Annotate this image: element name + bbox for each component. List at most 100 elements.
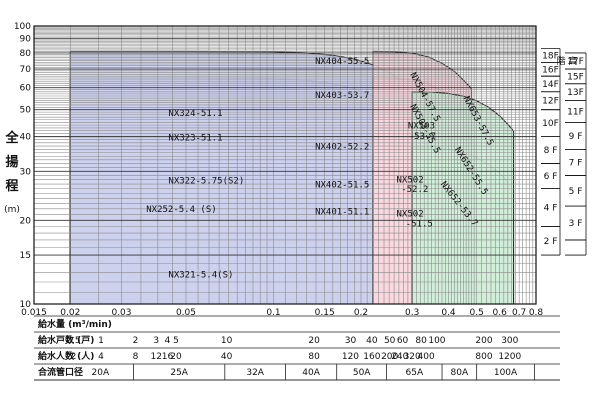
x-tick-label: 0.8	[529, 308, 544, 318]
y-axis-label: (m)	[4, 205, 20, 215]
x-tick-label: 0.03	[111, 308, 131, 318]
x-tick-label: 0.02	[60, 308, 80, 318]
floor-label: 7 F	[569, 158, 583, 168]
table-cell: 4	[165, 336, 171, 346]
table-cell: 400	[418, 352, 435, 362]
table-cell: 200	[475, 336, 492, 346]
y-tick-label: 70	[20, 65, 32, 75]
table-cell: 80	[308, 352, 320, 362]
table-cell: 16	[162, 352, 174, 362]
x-tick-label: 0.015	[21, 308, 47, 318]
table-cell: 20	[170, 352, 182, 362]
x-tick-label: 0.3	[405, 308, 419, 318]
model-label: NX252-5.4 (S)	[146, 205, 216, 215]
table-cell: 40	[366, 336, 378, 346]
table-cell: 4	[98, 352, 104, 362]
table-cell: 0.5	[66, 336, 80, 346]
pipe-size-label: 32A	[246, 368, 264, 378]
table-cell: 5	[173, 336, 179, 346]
table-cell: 20	[308, 336, 320, 346]
table-cell: 1200	[498, 352, 521, 362]
model-label: NX322-5.75(S2)	[168, 177, 244, 187]
model-label: NX502	[397, 176, 424, 186]
table-cell: 2	[133, 336, 139, 346]
table-cell: 60	[397, 336, 409, 346]
table-cell: 240	[391, 352, 408, 362]
model-label: NX404-55.5	[315, 57, 369, 67]
x-tick-label: 0.05	[176, 308, 196, 318]
table-cell: 1	[98, 336, 104, 346]
pipe-size-label: 80A	[451, 368, 469, 378]
y-axis-label: 全	[4, 130, 19, 146]
pipe-size-label: 25A	[170, 368, 188, 378]
x-tick-label: 0.7	[512, 308, 526, 318]
floor-label: 4 F	[544, 204, 558, 214]
table-cell: 12	[151, 352, 162, 362]
model-label: NX502	[397, 210, 424, 220]
pipe-size-label: 50A	[353, 368, 371, 378]
x-tick-label: 0.5	[470, 308, 484, 318]
y-tick-label: 100	[14, 22, 31, 32]
model-label: NX503	[408, 121, 435, 131]
table-cell: 120	[342, 352, 359, 362]
floor-label: 10F	[542, 119, 559, 129]
plot-frame	[33, 25, 537, 305]
y-axis-label: 程	[5, 179, 18, 194]
floor-label: 15F	[567, 72, 584, 82]
model-label: -53.7	[409, 132, 436, 142]
table-row-label: 合流管口径	[38, 366, 83, 378]
table-cell: 320	[404, 352, 421, 362]
table-row-label: 給水戸数 (戸)	[38, 334, 94, 346]
table-cell: 10	[221, 336, 233, 346]
floor-label: 8 F	[544, 146, 558, 156]
model-label: -52.2	[401, 185, 428, 195]
table-cell: 200	[381, 352, 398, 362]
floor-label: 5 F	[569, 187, 583, 197]
x-tick-label: 0.1	[266, 308, 280, 318]
floor-label: 14F	[542, 80, 559, 90]
x-tick-label: 0.4	[441, 308, 456, 318]
y-tick-label: 80	[20, 49, 32, 59]
table-cell: 50	[384, 336, 396, 346]
y-tick-label: 15	[20, 251, 31, 261]
x-tick-label: 0.6	[493, 308, 508, 318]
table-cell: 100	[428, 336, 445, 346]
y-tick-label: 40	[20, 133, 32, 143]
y-tick-label: 60	[20, 84, 32, 94]
table-cell: 40	[221, 352, 233, 362]
floor-label: 13F	[567, 88, 584, 98]
table-cell: 8	[133, 352, 139, 362]
floor-label: 12F	[542, 97, 559, 107]
table-cell: 300	[501, 336, 518, 346]
table-cell: 2	[71, 352, 77, 362]
floor-label: 6 F	[544, 172, 558, 182]
x-tick-label: 0.15	[315, 308, 335, 318]
model-label: -51.5	[406, 220, 433, 230]
floor-label: 16F	[542, 65, 559, 75]
table-cell: 30	[345, 336, 357, 346]
floor-label: 2 F	[544, 237, 558, 247]
floor-label: 17F	[567, 57, 584, 67]
floor-label: 11F	[567, 107, 584, 117]
model-label: NX402-52.2	[315, 142, 369, 152]
table-row-label: 給水量 (m³/min)	[38, 318, 112, 330]
model-label: NX403-53.7	[315, 91, 369, 101]
y-tick-label: 10	[20, 300, 32, 310]
y-tick-label: 30	[20, 167, 32, 177]
supply-table: 給水量 (m³/min)給水戸数 (戸)0.5 1 2 3 4 5 10 20 30 40 50 60…	[34, 315, 560, 381]
model-label: NX402-51.5	[315, 181, 369, 191]
pipe-size-label: 100A	[494, 368, 518, 378]
axes: 10 15 20 30 40 50 60 70 80 90 100 0.015 0.02 0.03 0.05…	[4, 22, 543, 318]
floor-label: 3 F	[569, 219, 583, 229]
floor-label: 18F	[542, 51, 559, 61]
y-tick-label: 90	[20, 35, 32, 45]
pipe-size-label: 40A	[302, 368, 320, 378]
floor-scale-header: 階 高	[557, 55, 578, 67]
table-cell: 160	[363, 352, 380, 362]
table-cell: 800	[475, 352, 492, 362]
model-label: NX401-51.1	[315, 207, 369, 217]
table-row-label: 給水人数 (人)	[38, 350, 94, 362]
y-tick-label: 50	[20, 106, 32, 116]
